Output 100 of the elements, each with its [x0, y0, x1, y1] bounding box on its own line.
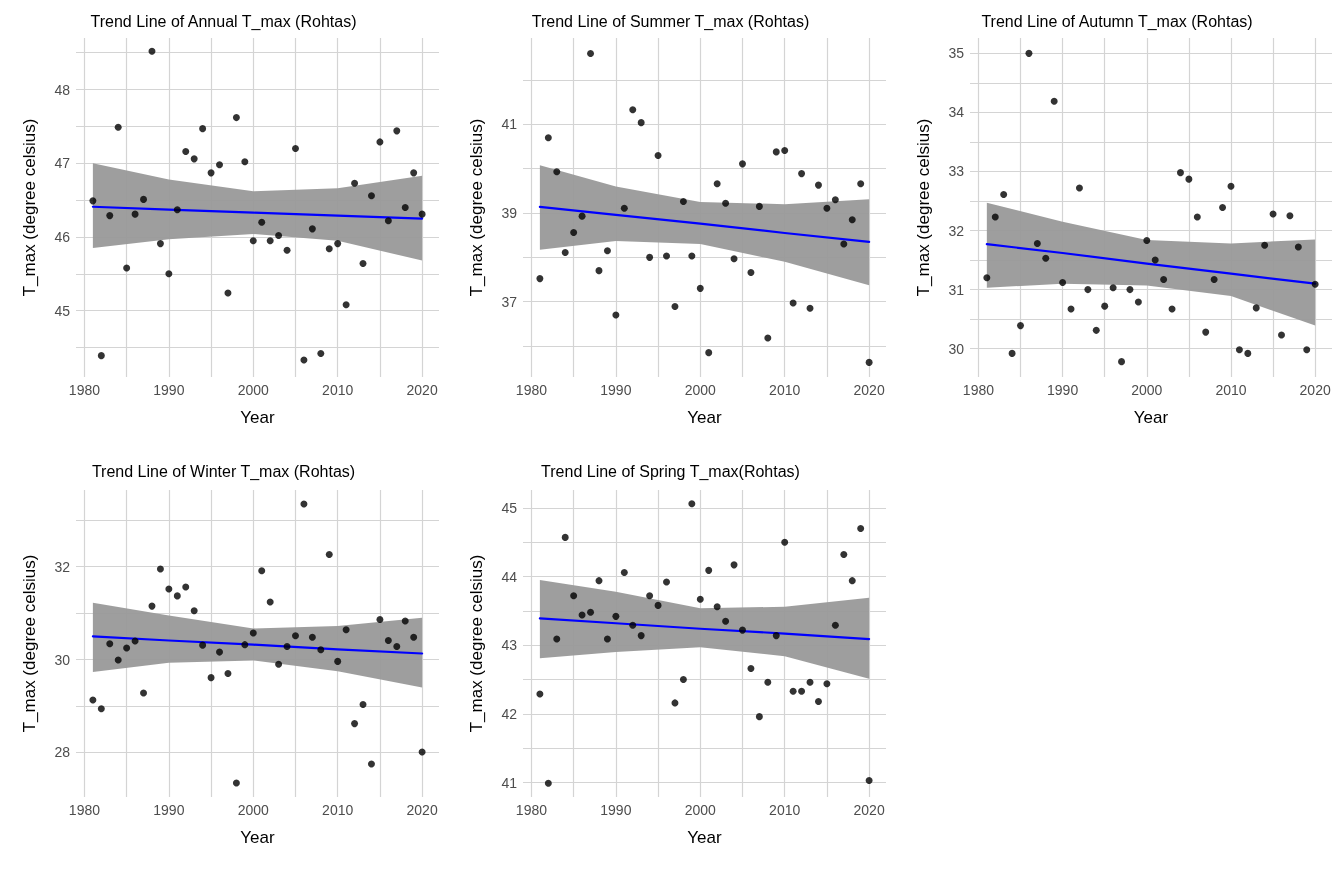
point [1252, 304, 1260, 312]
point [739, 626, 746, 634]
point [266, 237, 274, 245]
x-tick-label: 2010 [1215, 382, 1247, 398]
y-tick-label: 30 [54, 651, 71, 668]
y-tick-label: 28 [54, 744, 71, 761]
point [789, 687, 797, 695]
point [97, 705, 105, 713]
point [679, 198, 687, 206]
point [646, 253, 654, 261]
chart-title: Trend Line of Annual T_max (Rohtas) [90, 12, 357, 31]
point [1092, 326, 1100, 334]
point [283, 643, 291, 651]
point [1235, 346, 1243, 354]
point [199, 641, 207, 649]
point [1303, 346, 1311, 354]
point [1151, 256, 1159, 264]
point [1033, 240, 1041, 248]
point [831, 621, 839, 629]
y-tick-label: 31 [948, 281, 965, 298]
y-axis-title: T_max (degree celsius) [20, 118, 39, 297]
point [342, 301, 350, 309]
point [570, 592, 578, 600]
point [190, 155, 198, 163]
point [848, 577, 856, 585]
x-tick-label: 2010 [322, 382, 354, 398]
point [1042, 254, 1050, 262]
point [351, 179, 359, 187]
point [249, 629, 257, 637]
point [241, 158, 249, 166]
point [342, 626, 350, 634]
point [603, 635, 611, 643]
point [570, 229, 578, 237]
point [637, 632, 645, 640]
point [629, 621, 637, 629]
y-tick-label: 41 [501, 116, 518, 133]
point [1059, 279, 1067, 286]
point [410, 633, 418, 641]
y-tick-label: 48 [54, 81, 71, 98]
point [696, 595, 704, 603]
point [367, 192, 375, 200]
x-tick-label: 1980 [515, 802, 548, 818]
point [671, 303, 679, 311]
point [679, 676, 687, 684]
point [544, 134, 552, 142]
point [156, 565, 164, 573]
x-tick-label: 1990 [153, 382, 185, 398]
point [1075, 184, 1083, 192]
x-tick-label: 1980 [962, 382, 995, 398]
x-tick-label: 1980 [68, 802, 101, 818]
point [1227, 182, 1235, 190]
y-tick-label: 33 [948, 163, 965, 180]
point [814, 181, 822, 189]
point [156, 240, 164, 248]
point [131, 210, 139, 218]
x-tick-label: 1990 [1047, 382, 1079, 398]
point [764, 678, 772, 686]
y-tick-label: 45 [54, 302, 71, 319]
x-tick-label: 2000 [684, 382, 717, 398]
point [713, 603, 721, 611]
point [840, 240, 848, 248]
point [1084, 286, 1092, 294]
line-series [538, 205, 871, 243]
point [114, 123, 122, 131]
point [165, 585, 173, 593]
point [334, 657, 342, 665]
line-series [91, 635, 424, 655]
point [308, 633, 316, 641]
point [1294, 243, 1302, 251]
point [612, 311, 620, 319]
x-tick-label: 2000 [237, 802, 270, 818]
point [401, 617, 409, 625]
point [1008, 349, 1016, 357]
point [637, 119, 645, 127]
point [275, 232, 283, 239]
y-tick-label: 43 [501, 637, 518, 654]
x-tick-label: 2000 [237, 382, 270, 398]
x-tick-label: 1980 [515, 382, 548, 398]
point [283, 246, 291, 254]
point [722, 617, 730, 625]
point [1286, 212, 1294, 220]
chart-title: Trend Line of Autumn T_max (Rohtas) [981, 12, 1253, 31]
point [620, 204, 628, 212]
point [663, 578, 671, 586]
point [865, 777, 873, 785]
point [292, 632, 299, 640]
point [705, 349, 713, 357]
point [603, 247, 611, 255]
point [629, 106, 637, 114]
y-tick-label: 32 [948, 222, 965, 239]
point [696, 284, 704, 292]
point [1176, 169, 1184, 177]
point [865, 358, 873, 366]
point [663, 252, 671, 260]
point [140, 689, 148, 697]
point [595, 267, 603, 275]
y-axis-title: T_max (degree celsius) [467, 554, 486, 733]
point [730, 255, 738, 263]
x-tick-label: 1980 [68, 382, 101, 398]
y-tick-label: 30 [948, 340, 965, 357]
